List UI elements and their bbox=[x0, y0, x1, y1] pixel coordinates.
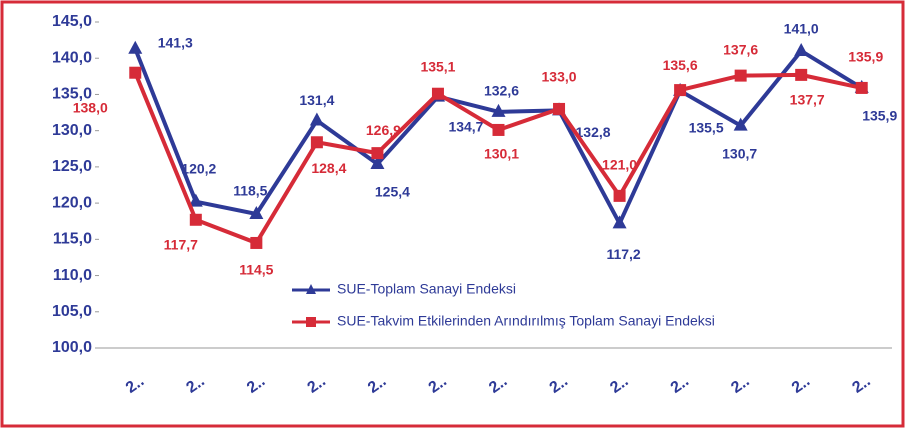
marker bbox=[310, 136, 323, 149]
data-label: 135,6 bbox=[663, 57, 698, 73]
data-label: 118,5 bbox=[233, 183, 267, 199]
marker bbox=[309, 112, 324, 126]
marker bbox=[674, 84, 687, 97]
data-label: 125,4 bbox=[375, 184, 410, 200]
marker bbox=[855, 81, 868, 94]
marker bbox=[491, 103, 506, 117]
marker bbox=[371, 147, 384, 160]
y-tick-label: 120,0 bbox=[52, 194, 92, 211]
data-label: 114,5 bbox=[239, 262, 273, 278]
legend-marker bbox=[306, 317, 316, 327]
legend-label: SUE-Toplam Sanayi Endeksi bbox=[337, 281, 516, 297]
y-tick-label: 140,0 bbox=[52, 49, 92, 66]
legend-marker bbox=[306, 284, 316, 294]
data-label: 135,9 bbox=[862, 108, 897, 124]
marker bbox=[128, 40, 143, 54]
data-label: 141,0 bbox=[784, 21, 819, 37]
marker bbox=[249, 205, 264, 219]
data-label: 131,4 bbox=[299, 92, 334, 108]
data-label: 133,0 bbox=[542, 69, 577, 85]
data-label: 130,7 bbox=[722, 145, 757, 161]
data-label: 128,4 bbox=[311, 160, 346, 176]
data-label: 135,5 bbox=[689, 120, 724, 136]
marker bbox=[612, 215, 627, 229]
data-label: 132,6 bbox=[484, 83, 519, 99]
data-label: 135,1 bbox=[420, 58, 455, 74]
data-label: 130,1 bbox=[484, 146, 519, 162]
data-label: 126,9 bbox=[366, 122, 401, 138]
marker bbox=[734, 69, 747, 82]
marker bbox=[613, 189, 626, 202]
y-tick-label: 100,0 bbox=[52, 339, 92, 356]
marker bbox=[733, 117, 748, 131]
marker bbox=[492, 123, 505, 136]
data-label: 117,7 bbox=[164, 236, 198, 252]
data-label: 120,2 bbox=[181, 160, 216, 176]
y-tick-label: 145,0 bbox=[52, 13, 92, 30]
y-tick-label: 110,0 bbox=[53, 267, 92, 284]
marker bbox=[188, 193, 203, 207]
marker bbox=[431, 87, 444, 100]
marker bbox=[795, 68, 808, 81]
data-label: 137,6 bbox=[723, 41, 758, 57]
marker bbox=[370, 155, 385, 169]
y-tick-label: 130,0 bbox=[52, 122, 92, 139]
marker bbox=[129, 66, 142, 79]
y-tick-label: 125,0 bbox=[52, 158, 92, 175]
marker bbox=[553, 102, 566, 115]
marker bbox=[189, 213, 202, 226]
data-label: 135,9 bbox=[848, 49, 883, 65]
data-label: 121,0 bbox=[602, 157, 637, 173]
marker bbox=[794, 42, 809, 56]
marker bbox=[250, 236, 263, 249]
data-label: 117,2 bbox=[606, 246, 640, 262]
data-label: 134,7 bbox=[448, 118, 483, 134]
data-label: 138,0 bbox=[73, 99, 108, 115]
y-tick-label: 135,0 bbox=[52, 86, 92, 103]
legend-label: SUE-Takvim Etkilerinden Arındırılmış Top… bbox=[337, 313, 715, 329]
data-label: 132,8 bbox=[576, 124, 611, 140]
data-label: 141,3 bbox=[158, 35, 193, 51]
y-tick-label: 105,0 bbox=[52, 303, 92, 320]
data-label: 137,7 bbox=[790, 92, 825, 108]
y-tick-label: 115,0 bbox=[53, 231, 92, 248]
